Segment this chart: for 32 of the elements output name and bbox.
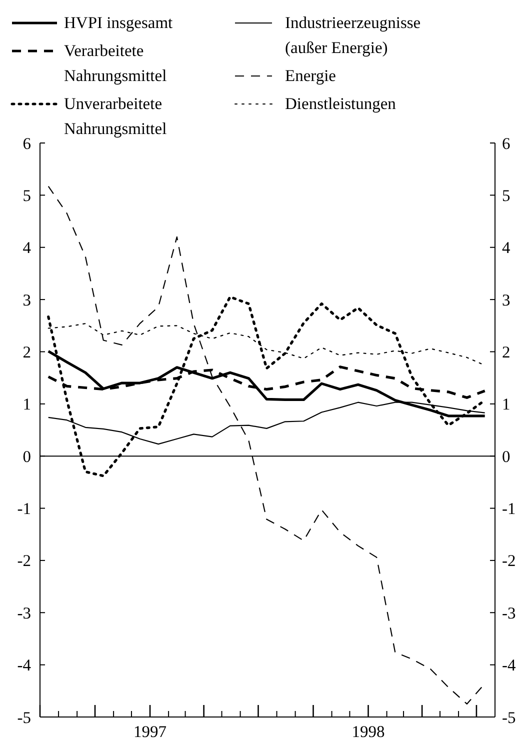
y-tick-label: 4 xyxy=(22,238,31,258)
y-tick-label: 5 xyxy=(22,186,31,205)
y2-tick-label: -5 xyxy=(502,708,516,727)
y2-tick-label: 4 xyxy=(502,238,510,258)
x-tick-label: 1997 xyxy=(134,722,167,741)
y2-tick-label: 5 xyxy=(502,186,510,205)
y-tick-label: -4 xyxy=(17,656,31,675)
y2-tick-label: -3 xyxy=(502,603,516,622)
y-tick-label: 0 xyxy=(22,446,31,466)
legend-label: Industrieerzeugnisse (außer Energie) xyxy=(285,13,421,57)
y-tick-label: 1 xyxy=(22,394,31,414)
y-tick-label: 3 xyxy=(22,290,31,310)
legend-label: Dienstleistungen xyxy=(285,94,396,113)
x-tick-label: 1998 xyxy=(352,722,385,741)
y2-tick-label: 2 xyxy=(502,342,510,362)
legend-label: Unverarbeitete Nahrungsmittel xyxy=(64,94,168,138)
y-tick-label: -1 xyxy=(17,499,31,518)
y-tick-label: -2 xyxy=(17,551,31,570)
y-tick-label: 6 xyxy=(22,134,31,153)
y2-tick-label: -2 xyxy=(502,551,516,570)
legend-label: HVPI insgesamt xyxy=(64,13,174,32)
legend-label: Energie xyxy=(285,66,336,85)
y-tick-label: -5 xyxy=(17,708,31,727)
y2-tick-label: -1 xyxy=(502,499,516,518)
y-tick-label: -3 xyxy=(17,603,31,622)
y-tick-label: 2 xyxy=(22,342,31,362)
y2-tick-label: 3 xyxy=(502,290,510,310)
y2-tick-label: 6 xyxy=(502,134,510,153)
y2-tick-label: 0 xyxy=(502,446,510,466)
y2-tick-label: 1 xyxy=(502,394,510,414)
legend-label: Verarbeitete Nahrungsmittel xyxy=(64,41,168,85)
y2-tick-label: -4 xyxy=(502,656,516,675)
